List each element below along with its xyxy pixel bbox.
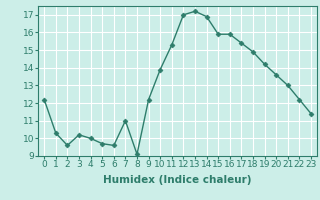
- X-axis label: Humidex (Indice chaleur): Humidex (Indice chaleur): [103, 175, 252, 185]
